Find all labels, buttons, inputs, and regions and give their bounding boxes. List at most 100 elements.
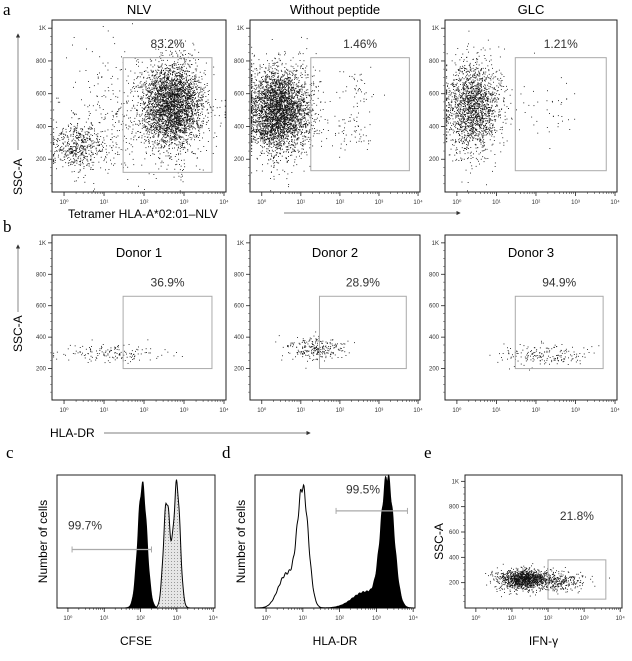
scatter-point <box>82 146 84 147</box>
scatter-point <box>82 141 83 143</box>
scatter-point <box>169 121 171 122</box>
scatter-point <box>79 70 81 72</box>
scatter-point <box>312 108 314 110</box>
scatter-point <box>166 150 168 152</box>
scatter-point <box>79 164 81 166</box>
scatter-point <box>121 69 122 70</box>
scatter-point <box>154 140 156 142</box>
scatter-point <box>170 107 172 109</box>
scatter-point <box>171 108 173 110</box>
scatter-point <box>172 93 174 95</box>
scatter-point <box>186 70 188 72</box>
scatter-point <box>161 106 163 107</box>
scatter-point <box>91 141 93 143</box>
scatter-point <box>179 111 181 113</box>
scatter-point <box>110 139 112 141</box>
scatter-point <box>183 119 185 120</box>
scatter-point <box>75 154 77 156</box>
scatter-point <box>161 160 163 162</box>
scatter-point <box>191 101 193 103</box>
scatter-point <box>147 104 149 106</box>
scatter-point <box>303 124 305 125</box>
scatter-point <box>183 124 185 126</box>
scatter-point <box>274 162 276 163</box>
scatter-point <box>144 189 145 190</box>
scatter-point <box>167 73 169 75</box>
scatter-point <box>253 121 254 123</box>
scatter-point <box>261 150 263 152</box>
scatter-point <box>265 120 267 122</box>
scatter-point <box>152 143 154 145</box>
scatter-point <box>194 80 196 82</box>
scatter-point <box>180 88 182 89</box>
scatter-point <box>77 158 79 160</box>
scatter-point <box>206 121 208 123</box>
scatter-point <box>178 175 180 177</box>
scatter-point <box>53 158 55 160</box>
scatter-point <box>161 121 163 122</box>
scatter-point <box>53 119 55 121</box>
scatter-point <box>152 147 154 149</box>
scatter-point <box>149 77 151 79</box>
scatter-point <box>100 131 102 133</box>
scatter-point <box>118 154 120 155</box>
scatter-point <box>168 115 170 117</box>
scatter-point <box>59 148 61 150</box>
scatter-point <box>115 142 117 144</box>
scatter-point <box>160 95 161 97</box>
scatter-point <box>174 134 176 135</box>
scatter-point <box>174 85 176 87</box>
scatter-point <box>318 85 319 87</box>
scatter-point <box>72 152 73 154</box>
scatter-point <box>172 122 174 124</box>
scatter-point <box>186 98 188 100</box>
scatter-point <box>66 151 68 152</box>
scatter-point <box>144 82 146 84</box>
scatter-point <box>151 84 153 85</box>
scatter-point <box>157 95 159 97</box>
scatter-point <box>214 114 216 116</box>
scatter-point <box>182 86 184 88</box>
scatter-point <box>140 104 141 106</box>
scatter-point <box>153 85 155 87</box>
scatter-point <box>66 57 67 59</box>
scatter-point <box>263 132 265 134</box>
scatter-point <box>162 55 164 56</box>
scatter-point <box>148 98 150 100</box>
scatter-point <box>177 91 179 92</box>
scatter-point <box>207 91 209 92</box>
scatter-point <box>176 78 178 79</box>
scatter-point <box>169 131 171 133</box>
scatter-point <box>57 101 59 103</box>
scatter-point <box>162 52 163 54</box>
scatter-point <box>298 88 300 90</box>
scatter-point <box>199 118 201 120</box>
scatter-point <box>142 108 144 110</box>
scatter-point <box>282 115 284 117</box>
scatter-point <box>148 118 150 119</box>
scatter-point <box>67 157 68 159</box>
scatter-point <box>194 103 196 105</box>
scatter-point <box>94 188 95 190</box>
scatter-point <box>184 61 185 63</box>
scatter-point <box>82 149 84 150</box>
scatter-point <box>195 97 196 99</box>
scatter-point <box>184 127 186 129</box>
scatter-point <box>166 113 168 115</box>
scatter-point <box>175 130 177 132</box>
scatter-point <box>171 115 173 116</box>
scatter-point <box>100 167 102 169</box>
scatter-point <box>290 119 292 120</box>
scatter-point <box>170 117 172 119</box>
scatter-point <box>165 89 167 91</box>
scatter-point <box>185 123 187 125</box>
scatter-point <box>184 88 186 90</box>
scatter-point <box>157 93 159 95</box>
scatter-point <box>154 112 155 114</box>
scatter-point <box>187 94 189 95</box>
scatter-point <box>165 87 167 89</box>
scatter-point <box>194 113 195 114</box>
scatter-point <box>224 114 226 116</box>
scatter-point <box>105 148 107 150</box>
scatter-point <box>150 123 152 125</box>
